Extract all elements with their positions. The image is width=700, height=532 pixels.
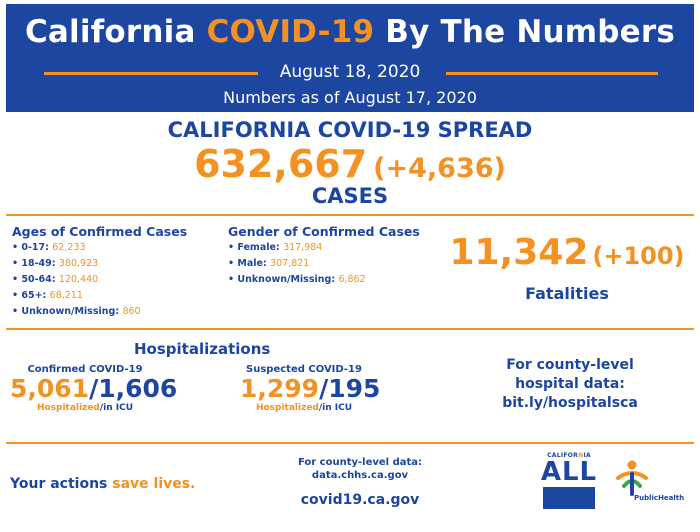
list-item: • Female: 317,984 [228,242,323,253]
suspected-icu: 195 [328,374,381,403]
slogan: Your actions save lives. [10,476,196,492]
header-banner: California COVID-19 By The Numbers Augus… [6,4,694,112]
suspected-numbers: 1,299/195 [240,374,381,403]
header-rule-left [44,72,258,75]
ages-title: Ages of Confirmed Cases [12,224,188,239]
list-item: • 18-49: 380,923 [12,258,99,269]
confirmed-note: Hospitalized/in ICU [36,403,134,413]
confirmed-label: Confirmed COVID-19 [27,364,143,375]
case-count: 632,667 (+4,636) [0,142,700,186]
confirmed-hospitalizations: Confirmed COVID-19 5,061/1,606 Hospitali… [10,364,178,413]
footer-links: For county-level data: data.chhs.ca.gov … [270,456,450,508]
list-item: • 0-17: 62,233 [12,242,86,253]
website-link[interactable]: covid19.ca.gov [300,492,420,508]
fatalities-total: 11,342 [449,232,589,273]
public-health-logo: PublicHealth [612,456,694,516]
suspected-hospitalized: 1,299 [240,374,320,403]
list-item: • 50-64: 120,440 [12,274,99,285]
list-item: • Unknown/Missing: 6,862 [228,274,366,285]
confirmed-numbers: 5,061/1,606 [10,374,178,403]
hospitalizations-title: Hospitalizations [134,340,271,358]
public-health-icon [616,460,648,496]
gender-list: • Female: 317,984 • Male: 307,821 • Unkn… [228,240,366,288]
county-data-label: For county-level data: [297,457,423,468]
title-accent: COVID-19 [206,14,375,50]
spread-title: CALIFORNIA COVID-19 SPREAD [167,118,533,142]
list-item: • Unknown/Missing: 860 [12,306,141,317]
case-delta: (+4,636) [373,153,506,184]
title-part2: By The Numbers [385,14,676,50]
cases-label: CASES [311,184,389,208]
divider [6,442,694,444]
fatalities-delta: (+100) [592,242,685,270]
ages-list: • 0-17: 62,233 • 18-49: 380,923 • 50-64:… [12,240,141,320]
hospital-data-link[interactable]: bit.ly/hospitalsca [502,395,638,411]
title-part1: California [24,14,196,50]
suspected-hospitalizations: Suspected COVID-19 1,299/195 Hospitalize… [240,364,381,413]
fatalities-label: Fatalities [525,284,609,303]
list-item: • Male: 307,821 [228,258,310,269]
county-hospital-info: For county-level hospital data: bit.ly/h… [470,356,670,413]
confirmed-icu: 1,606 [98,374,178,403]
page-title: California COVID-19 By The Numbers [6,14,694,50]
list-item: • 65+: 68,211 [12,290,83,301]
california-all-logo: CALIFORNIA ALL [536,452,602,520]
fatalities-count: 11,342 (+100) [442,232,692,273]
confirmed-hospitalized: 5,061 [10,374,90,403]
case-total: 632,667 [194,142,368,186]
header-rule-right [446,72,658,75]
suspected-label: Suspected COVID-19 [246,364,362,375]
divider [6,214,694,216]
suspected-note: Hospitalized/in ICU [255,403,353,413]
as-of-date: Numbers as of August 17, 2020 [223,88,477,107]
report-date: August 18, 2020 [279,62,421,82]
divider [6,328,694,330]
gender-title: Gender of Confirmed Cases [228,224,420,239]
county-data-link[interactable]: data.chhs.ca.gov [311,470,409,481]
